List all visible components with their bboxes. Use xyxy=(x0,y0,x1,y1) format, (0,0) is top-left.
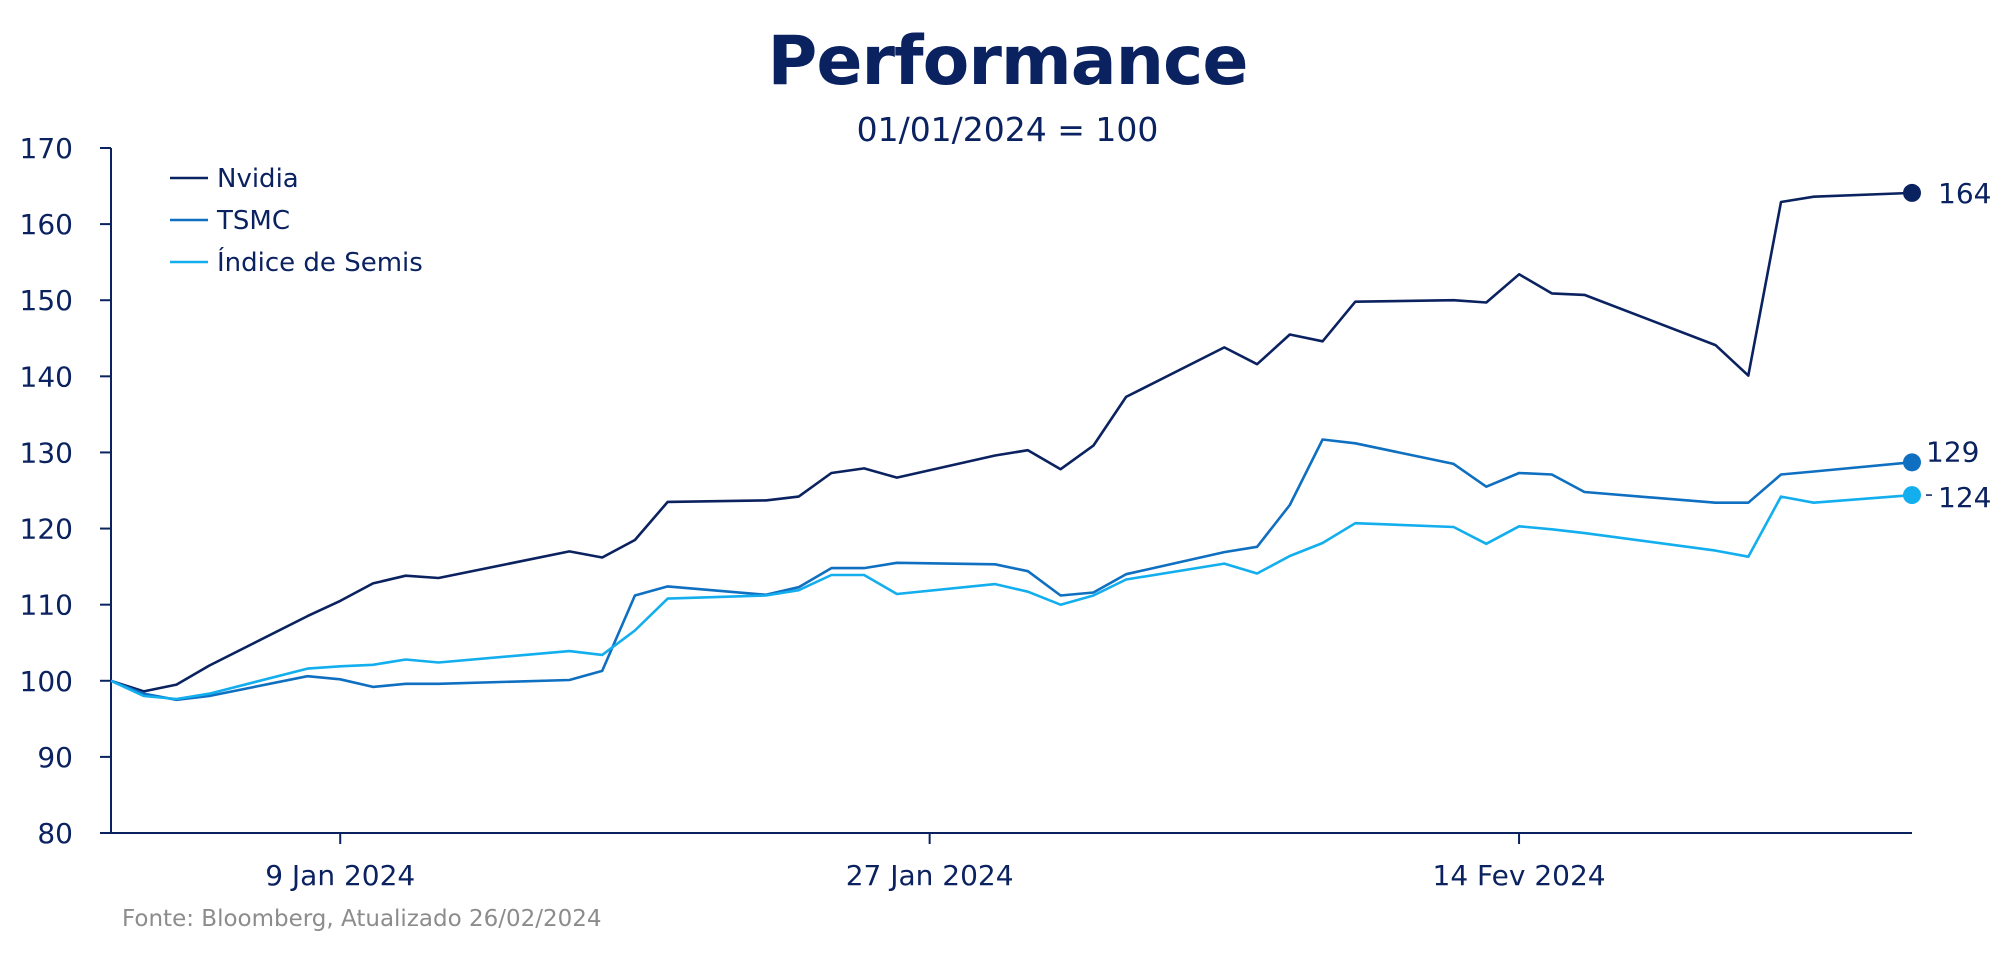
end-marker-3 xyxy=(1903,486,1921,505)
legend: Nvidia TSMC Índice de Semis xyxy=(170,164,423,278)
series-line-3 xyxy=(110,493,1913,701)
y-tick-label: 140 xyxy=(20,360,73,393)
series-line-2 xyxy=(110,438,1913,702)
y-tick-label: 110 xyxy=(20,589,73,622)
source-note: Fonte: Bloomberg, Atualizado 26/02/2024 xyxy=(122,906,602,932)
y-tick-label: 90 xyxy=(37,741,73,774)
chart-subtitle: 01/01/2024 = 100 xyxy=(856,110,1159,149)
y-tick-labels: 80 90 100 110 120 130 140 150 160 170 xyxy=(20,132,73,850)
x-tick-labels: 9 Jan 2024 27 Jan 2024 14 Fev 2024 xyxy=(265,859,1605,892)
y-tick-label: 120 xyxy=(20,513,73,546)
end-markers: 164 129 124 xyxy=(1903,177,1991,514)
end-marker-1 xyxy=(1903,183,1921,202)
legend-label: Nvidia xyxy=(217,164,299,194)
y-tick-label: 80 xyxy=(37,817,73,850)
series-line-1 xyxy=(110,191,1913,693)
x-tick-label: 9 Jan 2024 xyxy=(265,859,415,892)
end-marker-2 xyxy=(1903,453,1921,472)
y-tick-label: 130 xyxy=(20,436,73,469)
y-tick-label: 160 xyxy=(20,208,73,241)
chart-title: Performance xyxy=(767,22,1249,101)
end-label-3: 124 xyxy=(1938,481,1991,514)
y-tick-label: 170 xyxy=(20,132,73,165)
series-lines xyxy=(110,191,1913,702)
legend-label: Índice de Semis xyxy=(217,246,423,278)
y-tick-label: 150 xyxy=(20,284,73,317)
x-tick-label: 14 Fev 2024 xyxy=(1433,859,1606,892)
end-label-1: 164 xyxy=(1938,177,1991,210)
legend-label: TSMC xyxy=(216,206,290,236)
x-tick-label: 27 Jan 2024 xyxy=(846,859,1014,892)
axes xyxy=(100,147,1912,844)
end-label-2: 129 xyxy=(1926,435,1979,468)
y-tick-label: 100 xyxy=(20,665,73,698)
